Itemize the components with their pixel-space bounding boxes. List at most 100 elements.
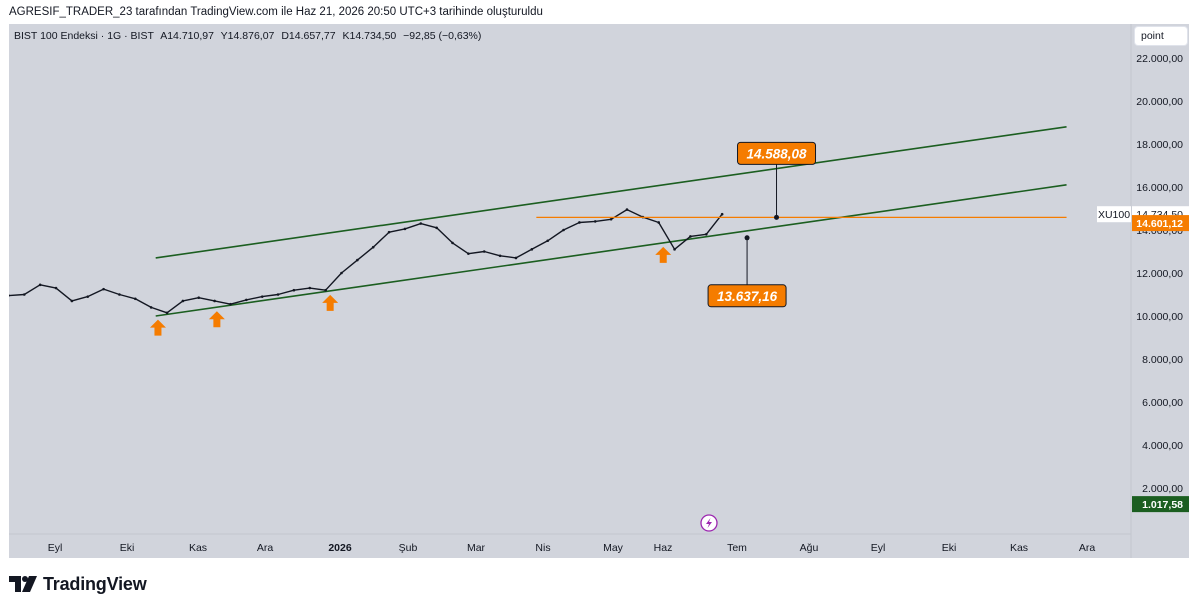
price-point <box>514 256 518 260</box>
price-axis-background <box>1131 24 1189 534</box>
price-point <box>292 288 296 292</box>
x-tick-label: Kas <box>1010 542 1028 554</box>
scale-mode-button[interactable]: point <box>1135 27 1187 45</box>
price-point <box>546 239 549 243</box>
plot-background <box>9 24 1131 534</box>
price-point <box>562 228 565 232</box>
up-arrow-icon <box>208 311 225 328</box>
price-label: 14.601,12 <box>1136 218 1183 230</box>
price-point <box>86 295 90 298</box>
price-point <box>578 221 581 224</box>
y-tick-label: 18.000,00 <box>1136 139 1183 151</box>
price-point <box>118 293 121 296</box>
price-point <box>260 295 264 298</box>
y-tick-label: 6.000,00 <box>1142 397 1183 409</box>
low-value: D14.657,77 <box>281 30 336 42</box>
price-point <box>54 286 58 290</box>
symbol-tag <box>1097 206 1131 223</box>
price-point <box>213 299 216 303</box>
up-arrow-icon <box>655 246 672 263</box>
x-tick-label: Eki <box>120 542 135 554</box>
x-tick-label: Şub <box>399 542 418 554</box>
up-arrow-icon <box>149 319 166 336</box>
price-point <box>419 222 423 225</box>
price-point <box>530 248 534 251</box>
price-label-box <box>1132 215 1189 232</box>
y-tick-label: 12.000,00 <box>1136 268 1183 280</box>
price-point <box>22 293 26 296</box>
up-arrow-icon <box>322 294 339 311</box>
price-point <box>371 245 375 249</box>
x-tick-label: Haz <box>654 542 673 554</box>
lightning-icon[interactable] <box>700 514 718 532</box>
x-tick-label: 2026 <box>328 542 352 554</box>
callout-box[interactable] <box>737 141 817 165</box>
tradingview-logo-icon <box>9 576 37 592</box>
price-point <box>102 287 105 291</box>
price-point <box>657 221 661 224</box>
price-point <box>165 311 169 315</box>
y-tick-label: 20.000,00 <box>1136 96 1183 108</box>
price-point <box>340 271 343 275</box>
x-tick-label: Tem <box>727 542 747 554</box>
price-chart[interactable]: 2.000,00 4.000,00 6.000,00 8.000,00 10.000,0… <box>9 24 1189 558</box>
price-point <box>181 299 185 303</box>
symbol-name[interactable]: BIST 100 Endeksi · 1G · BIST <box>14 30 154 42</box>
price-point <box>704 233 708 236</box>
price-point <box>387 230 391 234</box>
price-point <box>609 217 613 221</box>
x-tick-label: Ağu <box>800 542 819 554</box>
price-series-line <box>9 208 723 314</box>
tradingview-logo[interactable]: TradingView <box>9 573 147 595</box>
open-value: A14.710,97 <box>160 30 214 42</box>
x-tick-label: Nis <box>535 542 550 554</box>
y-tick-label: 16.000,00 <box>1136 182 1183 194</box>
price-point <box>70 299 74 303</box>
price-point <box>38 283 42 287</box>
x-tick-label: Ara <box>1079 542 1096 554</box>
price-point <box>720 212 724 216</box>
time-axis-background <box>9 534 1189 558</box>
price-point <box>498 254 502 258</box>
price-point <box>149 306 153 309</box>
price-point <box>689 235 692 238</box>
price-point <box>451 241 454 245</box>
price-point <box>308 286 312 290</box>
channel-upper-line[interactable] <box>155 126 1067 259</box>
callout-anchor-point[interactable] <box>744 235 750 241</box>
price-point <box>482 250 486 253</box>
x-tick-label: Eyl <box>48 542 63 554</box>
price-point <box>276 293 280 296</box>
price-point <box>229 302 232 306</box>
x-tick-label: May <box>603 542 624 554</box>
x-tick-label: Eki <box>942 542 957 554</box>
callout-anchor-point[interactable] <box>774 214 780 220</box>
y-tick-label: 8.000,00 <box>1142 354 1183 366</box>
callout-label: 13.637,16 <box>717 289 778 304</box>
price-label-box <box>1132 496 1189 513</box>
y-tick-label: 10.000,00 <box>1136 311 1183 323</box>
x-tick-label: Kas <box>189 542 207 554</box>
x-tick-label: Eyl <box>871 542 886 554</box>
price-point <box>403 227 407 231</box>
callout-box[interactable] <box>707 284 787 308</box>
price-point <box>625 208 629 211</box>
price-point <box>467 252 470 255</box>
y-tick-label: 22.000,00 <box>1136 53 1183 65</box>
price-point <box>435 226 438 230</box>
price-point <box>593 220 597 223</box>
price-point <box>356 258 359 262</box>
channel-lower-line[interactable] <box>155 184 1067 317</box>
price-point <box>197 296 201 300</box>
price-point <box>134 297 137 301</box>
y-tick-label: 4.000,00 <box>1142 440 1183 452</box>
price-point <box>673 248 676 251</box>
high-value: Y14.876,07 <box>220 30 275 42</box>
x-tick-label: Ara <box>257 542 274 554</box>
price-point <box>9 294 10 297</box>
snapshot-caption: AGRESIF_TRADER_23 tarafından TradingView… <box>9 6 543 18</box>
price-point <box>245 298 248 302</box>
callout-label: 14.588,08 <box>746 146 807 161</box>
y-tick-label: 2.000,00 <box>1142 483 1183 495</box>
close-value: K14.734,50 <box>342 30 397 42</box>
